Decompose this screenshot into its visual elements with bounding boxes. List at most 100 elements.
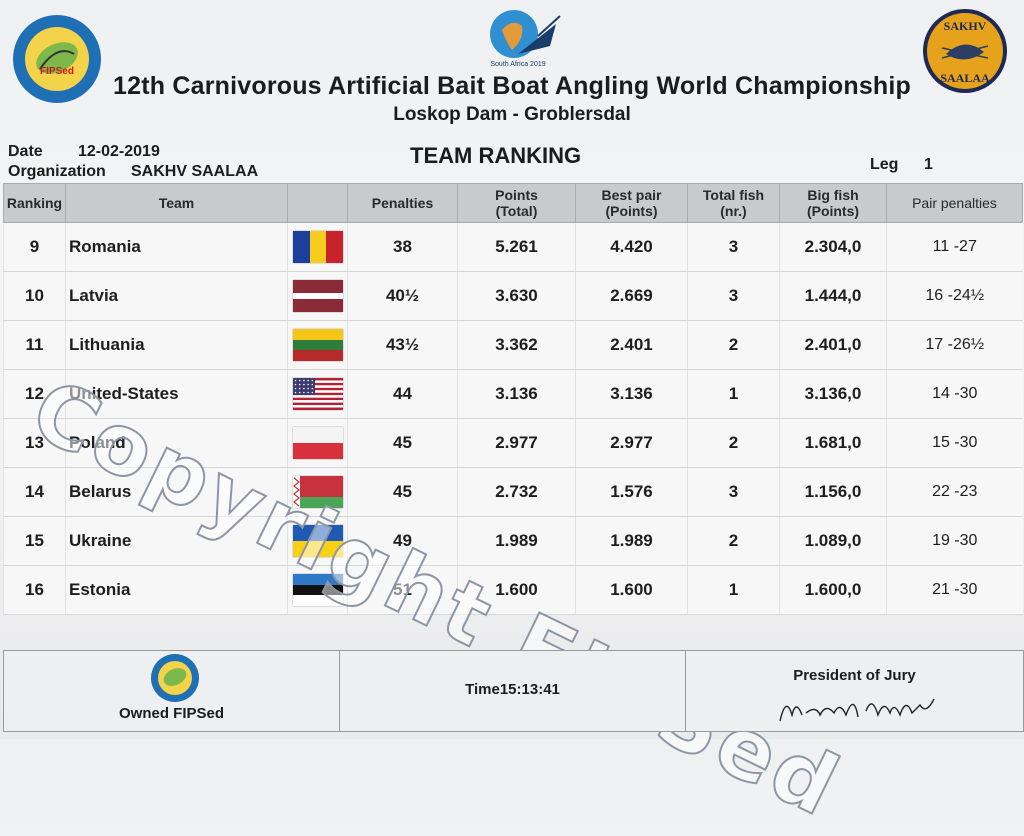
belarus-flag <box>292 476 343 508</box>
penalties-cell: 45 <box>347 418 458 468</box>
header-points: Points (Total) <box>457 183 576 223</box>
flag-cell <box>287 369 348 419</box>
ranking-table: Ranking Team Penalties Points (Total) Bes… <box>3 183 1023 615</box>
penalties-cell: 44 <box>347 369 458 419</box>
flag-cell <box>287 271 348 321</box>
pair-penalties-cell: 11 -27 <box>886 222 1023 272</box>
big-fish-cell: 1.600,0 <box>779 565 887 615</box>
team-cell: Poland <box>65 418 288 468</box>
best-pair-cell: 1.989 <box>575 516 688 566</box>
penalties-cell: 45 <box>347 467 458 517</box>
header-bestpair-line1: Best pair <box>601 187 662 203</box>
fipsed-logo-text: FIPSed <box>40 66 74 77</box>
pair-penalties-cell: 17 -26½ <box>886 320 1023 370</box>
team-cell: Belarus <box>65 467 288 517</box>
fipsed-footer-logo <box>151 654 199 702</box>
pair-penalties-cell: 14 -30 <box>886 369 1023 419</box>
page-title: 12th Carnivorous Artificial Bait Boat An… <box>112 72 912 100</box>
flag-cell <box>287 418 348 468</box>
pair-penalties-cell: 22 -23 <box>886 467 1023 517</box>
flag-cell <box>287 516 348 566</box>
table-row: 12 United-States 44 3.136 3.136 1 3.136,0 14 -3… <box>3 369 1023 419</box>
big-fish-cell: 1.089,0 <box>779 516 887 566</box>
sakhv-logo-bottom: SAALAA <box>940 71 990 85</box>
rank-cell: 12 <box>3 369 66 419</box>
flag-cell <box>287 222 348 272</box>
rank-cell: 11 <box>3 320 66 370</box>
leg-value: 1 <box>924 156 933 173</box>
penalties-cell: 43½ <box>347 320 458 370</box>
big-fish-cell: 3.136,0 <box>779 369 887 419</box>
flag-cell <box>287 320 348 370</box>
header-team: Team <box>65 183 288 223</box>
pair-penalties-cell: 16 -24½ <box>886 271 1023 321</box>
total-fish-cell: 3 <box>687 222 780 272</box>
table-row: 15 Ukraine 49 1.989 1.989 2 1.089,0 19 -30 <box>3 516 1023 566</box>
usa-flag <box>292 378 343 410</box>
penalties-cell: 49 <box>347 516 458 566</box>
header-points-line2: (Total) <box>495 203 538 219</box>
points-cell: 3.136 <box>457 369 576 419</box>
pair-penalties-cell: 19 -30 <box>886 516 1023 566</box>
big-fish-cell: 2.401,0 <box>779 320 887 370</box>
header-bigfish-line1: Big fish <box>807 187 859 203</box>
penalties-cell: 38 <box>347 222 458 272</box>
footer-time-cell: Time15:13:41 <box>340 651 686 731</box>
best-pair-cell: 2.401 <box>575 320 688 370</box>
leg-label: Leg <box>870 156 899 173</box>
best-pair-cell: 2.977 <box>575 418 688 468</box>
rank-cell: 15 <box>3 516 66 566</box>
owned-label: Owned FIPSed <box>118 705 224 722</box>
lithuania-flag <box>292 329 343 361</box>
points-cell: 5.261 <box>457 222 576 272</box>
best-pair-cell: 2.669 <box>575 271 688 321</box>
big-fish-cell: 1.444,0 <box>779 271 887 321</box>
table-row: 13 Poland 45 2.977 2.977 2 1.681,0 15 -30 <box>3 418 1023 468</box>
team-cell: Latvia <box>65 271 288 321</box>
team-cell: United-States <box>65 369 288 419</box>
team-cell: Romania <box>65 222 288 272</box>
big-fish-cell: 1.156,0 <box>779 467 887 517</box>
footer: Owned FIPSed Time15:13:41 President of J… <box>3 650 1024 732</box>
best-pair-cell: 4.420 <box>575 222 688 272</box>
time-label: Time15:13:41 <box>465 681 560 698</box>
best-pair-cell: 1.576 <box>575 467 688 517</box>
total-fish-cell: 2 <box>687 516 780 566</box>
header-bestpair-line2: (Points) <box>605 203 658 219</box>
president-label: President of Jury <box>793 667 916 684</box>
header-ranking: Ranking <box>3 183 66 223</box>
rank-cell: 14 <box>3 467 66 517</box>
jury-signature <box>779 698 935 722</box>
footer-president-cell: President of Jury <box>686 651 1023 731</box>
points-cell: 2.732 <box>457 467 576 517</box>
rank-cell: 16 <box>3 565 66 615</box>
points-cell: 1.989 <box>457 516 576 566</box>
best-pair-cell: 1.600 <box>575 565 688 615</box>
date-value: 12-02-2019 <box>78 143 160 160</box>
sakhv-logo-top: SAKHV <box>944 19 987 33</box>
header-totalfish-line1: Total fish <box>702 187 765 203</box>
team-cell: Estonia <box>65 565 288 615</box>
latvia-flag <box>292 280 343 312</box>
ranking-heading: TEAM RANKING <box>410 143 582 168</box>
flag-cell <box>287 467 348 517</box>
fipsed-logo: FIPSed <box>13 15 101 103</box>
rank-cell: 13 <box>3 418 66 468</box>
header-totalfish-line2: (nr.) <box>720 203 747 219</box>
total-fish-cell: 2 <box>687 320 780 370</box>
team-cell: Ukraine <box>65 516 288 566</box>
table-row: 16 Estonia 51 1.600 1.600 1 1.600,0 21 -30 <box>3 565 1023 615</box>
table-row: 14 Belarus 45 2.732 1.576 3 1.156,0 22 -23 <box>3 467 1023 517</box>
penalties-cell: 51 <box>347 565 458 615</box>
header-flag <box>287 183 348 223</box>
page-subtitle: Loskop Dam - Groblersdal <box>393 104 631 125</box>
header-pair-penalties: Pair penalties <box>886 183 1023 223</box>
header-big-fish: Big fish (Points) <box>779 183 887 223</box>
pair-penalties-cell: 21 -30 <box>886 565 1023 615</box>
date-label: Date <box>8 143 43 160</box>
header-best-pair: Best pair (Points) <box>575 183 688 223</box>
header-total-fish: Total fish (nr.) <box>687 183 780 223</box>
ukraine-flag <box>292 525 343 557</box>
organization-value: SAKHV SAALAA <box>131 163 259 180</box>
flag-cell <box>287 565 348 615</box>
